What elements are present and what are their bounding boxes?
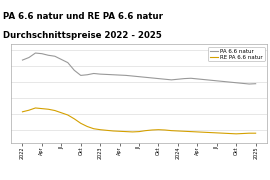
RE PA 6.6 natur: [53, 109, 56, 112]
RE PA 6.6 natur: [222, 132, 225, 134]
PA 6.6 natur: [40, 53, 43, 55]
PA 6.6 natur: [215, 80, 218, 82]
PA 6.6 natur: [163, 78, 167, 80]
PA 6.6 natur: [27, 57, 31, 59]
PA 6.6 natur: [189, 77, 193, 79]
PA 6.6 natur: [170, 79, 173, 81]
PA 6.6 natur: [73, 69, 76, 71]
RE PA 6.6 natur: [66, 114, 69, 116]
PA 6.6 natur: [60, 58, 63, 60]
PA 6.6 natur: [196, 78, 199, 80]
RE PA 6.6 natur: [150, 129, 154, 131]
RE PA 6.6 natur: [157, 129, 160, 131]
PA 6.6 natur: [248, 83, 251, 85]
PA 6.6 natur: [254, 83, 257, 85]
PA 6.6 natur: [34, 52, 37, 54]
PA 6.6 natur: [66, 62, 69, 64]
RE PA 6.6 natur: [131, 131, 134, 133]
PA 6.6 natur: [183, 78, 186, 80]
RE PA 6.6 natur: [79, 122, 82, 124]
RE PA 6.6 natur: [34, 107, 37, 109]
PA 6.6 natur: [241, 82, 244, 84]
PA 6.6 natur: [47, 54, 50, 56]
Text: (C) 2025 Kunststoff Information, Bad Homburg - www.kiweb.de: (C) 2025 Kunststoff Information, Bad Hom…: [3, 171, 169, 176]
PA 6.6 natur: [124, 74, 128, 76]
RE PA 6.6 natur: [86, 125, 89, 128]
PA 6.6 natur: [137, 76, 141, 78]
Line: RE PA 6.6 natur: RE PA 6.6 natur: [22, 108, 256, 134]
PA 6.6 natur: [209, 79, 212, 81]
PA 6.6 natur: [235, 82, 238, 84]
RE PA 6.6 natur: [170, 130, 173, 132]
RE PA 6.6 natur: [21, 111, 24, 113]
PA 6.6 natur: [202, 78, 205, 81]
RE PA 6.6 natur: [47, 108, 50, 110]
RE PA 6.6 natur: [228, 132, 231, 135]
RE PA 6.6 natur: [60, 112, 63, 114]
Text: Durchschnittspreise 2022 - 2025: Durchschnittspreise 2022 - 2025: [3, 31, 162, 40]
PA 6.6 natur: [99, 73, 102, 75]
RE PA 6.6 natur: [92, 128, 95, 130]
PA 6.6 natur: [21, 59, 24, 61]
RE PA 6.6 natur: [40, 107, 43, 110]
PA 6.6 natur: [176, 78, 180, 80]
RE PA 6.6 natur: [27, 109, 31, 111]
PA 6.6 natur: [79, 74, 82, 76]
PA 6.6 natur: [118, 74, 121, 76]
RE PA 6.6 natur: [248, 132, 251, 134]
PA 6.6 natur: [105, 73, 108, 76]
RE PA 6.6 natur: [99, 129, 102, 131]
PA 6.6 natur: [157, 78, 160, 80]
RE PA 6.6 natur: [118, 130, 121, 132]
PA 6.6 natur: [150, 77, 154, 79]
PA 6.6 natur: [144, 76, 147, 78]
RE PA 6.6 natur: [105, 129, 108, 131]
RE PA 6.6 natur: [241, 132, 244, 135]
RE PA 6.6 natur: [163, 129, 167, 131]
RE PA 6.6 natur: [209, 131, 212, 134]
PA 6.6 natur: [112, 74, 115, 76]
RE PA 6.6 natur: [73, 118, 76, 120]
RE PA 6.6 natur: [124, 130, 128, 133]
RE PA 6.6 natur: [137, 130, 141, 133]
PA 6.6 natur: [131, 75, 134, 77]
Text: PA 6.6 natur und RE PA 6.6 natur: PA 6.6 natur und RE PA 6.6 natur: [3, 12, 163, 21]
PA 6.6 natur: [86, 74, 89, 76]
RE PA 6.6 natur: [215, 132, 218, 134]
Legend: PA 6.6 natur, RE PA 6.6 natur: PA 6.6 natur, RE PA 6.6 natur: [208, 47, 265, 61]
Line: PA 6.6 natur: PA 6.6 natur: [22, 53, 256, 84]
RE PA 6.6 natur: [235, 133, 238, 135]
RE PA 6.6 natur: [202, 131, 205, 133]
RE PA 6.6 natur: [189, 130, 193, 133]
PA 6.6 natur: [92, 72, 95, 75]
PA 6.6 natur: [222, 80, 225, 83]
RE PA 6.6 natur: [183, 130, 186, 132]
RE PA 6.6 natur: [254, 132, 257, 134]
PA 6.6 natur: [53, 55, 56, 57]
PA 6.6 natur: [228, 81, 231, 83]
RE PA 6.6 natur: [176, 130, 180, 132]
RE PA 6.6 natur: [112, 130, 115, 132]
RE PA 6.6 natur: [196, 131, 199, 133]
RE PA 6.6 natur: [144, 130, 147, 132]
